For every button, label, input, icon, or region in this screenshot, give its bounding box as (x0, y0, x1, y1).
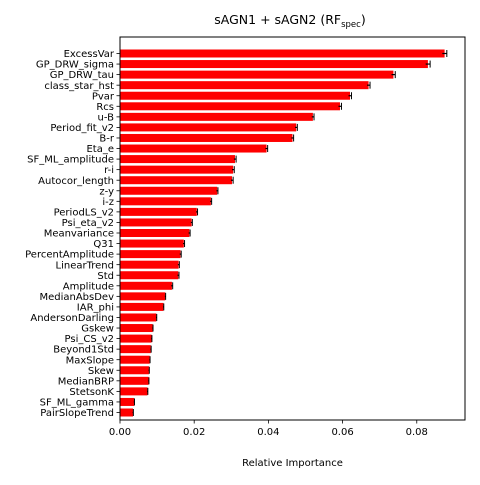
y-tick-label: Q31 (93, 239, 114, 250)
y-tick-label: Eta_e (86, 144, 114, 155)
bar (120, 144, 267, 153)
y-tick-label: IAR_phi (77, 303, 114, 314)
bar (120, 176, 233, 185)
y-tick-label: LinearTrend (56, 260, 114, 271)
bar (120, 292, 166, 301)
bar (120, 250, 181, 259)
bar (120, 133, 293, 142)
bar (120, 366, 149, 375)
chart-title-prefix: sAGN1 + sAGN2 (RF (214, 12, 341, 27)
bar (120, 281, 172, 290)
y-tick-label: MedianBRP (58, 376, 114, 387)
bar (120, 334, 152, 343)
bar (120, 229, 190, 237)
y-tick-label: Rcs (96, 102, 114, 113)
bar (120, 355, 150, 364)
y-tick-label: r-i (104, 165, 114, 176)
x-axis-label: Relative Importance (242, 458, 343, 469)
y-tick-label: z-y (99, 186, 114, 197)
y-tick-label: PercentAmplitude (25, 250, 114, 261)
error-bars-layer (132, 50, 448, 416)
y-tick-label: i-z (102, 197, 114, 208)
bar (120, 271, 179, 280)
y-tick-label: Pvar (92, 91, 115, 102)
bar (120, 345, 151, 354)
x-tick-label: 0.06 (331, 427, 353, 438)
y-tick-label: SF_ML_gamma (40, 398, 114, 409)
y-tick-label: Std (97, 271, 114, 282)
y-tick-label: StetsonK (69, 387, 114, 398)
bar (120, 376, 149, 385)
bar (120, 49, 445, 58)
y-tick-label: u-B (98, 112, 115, 123)
bar (120, 239, 184, 248)
x-tick-label: 0.08 (406, 427, 428, 438)
y-tick-label: Beyond1Std (53, 345, 114, 356)
y-tick-label: AndersonDarling (30, 313, 114, 324)
y-tick-label: Period_fit_v2 (50, 123, 114, 134)
x-tick-label: 0.00 (109, 427, 131, 438)
y-tick-label: Autocor_length (38, 176, 114, 187)
bar (120, 197, 211, 206)
plot-frame (119, 36, 466, 421)
y-tick-label: GP_DRW_sigma (36, 60, 114, 71)
bar (120, 260, 179, 269)
y-tick-label: MaxSlope (66, 355, 114, 366)
bar (120, 302, 164, 311)
y-tick-label: MedianAbsDev (39, 292, 114, 303)
chart-title-suffix: ) (361, 12, 366, 27)
y-tick-label: GP_DRW_tau (50, 70, 114, 81)
y-tick-label: Psi_eta_v2 (62, 218, 114, 229)
bar (120, 123, 297, 132)
bar (120, 70, 394, 79)
bar (120, 112, 313, 121)
bar (120, 102, 340, 111)
bar (120, 408, 133, 417)
bar (120, 207, 197, 216)
y-tick-label: SF_ML_amplitude (27, 155, 114, 166)
bar (120, 313, 157, 322)
y-tick-label: PairSlopeTrend (40, 408, 114, 419)
x-tick-label: 0.02 (183, 427, 205, 438)
bar (120, 324, 153, 333)
chart-title-subscript: spec (341, 20, 361, 30)
y-tick-label: PeriodLS_v2 (54, 207, 114, 218)
bar (120, 387, 148, 396)
y-tick-label: Skew (88, 366, 114, 377)
y-tick-label: ExcessVar (64, 49, 115, 60)
bar (120, 165, 234, 174)
bar (120, 155, 235, 164)
bars-layer (120, 49, 445, 417)
bar (120, 60, 428, 69)
bar (120, 397, 135, 406)
y-tick-label: Gskew (81, 324, 114, 335)
y-tick-label: Amplitude (63, 281, 114, 292)
bar (120, 81, 369, 90)
y-tick-label: class_star_hst (44, 81, 114, 92)
bar (120, 186, 218, 195)
x-axis-ticks: 0.00 0.02 0.04 0.06 0.08 (109, 420, 428, 438)
y-axis-ticks: ExcessVarGP_DRW_sigmaGP_DRW_tauclass_sta… (25, 49, 120, 419)
x-tick-label: 0.04 (257, 427, 279, 438)
chart-title: sAGN1 + sAGN2 (RFspec) (214, 12, 365, 30)
y-tick-label: Psi_CS_v2 (65, 334, 114, 345)
y-tick-label: Meanvariance (44, 229, 114, 240)
bar (120, 91, 350, 100)
bar (120, 218, 192, 227)
y-tick-label: B-r (99, 134, 114, 145)
